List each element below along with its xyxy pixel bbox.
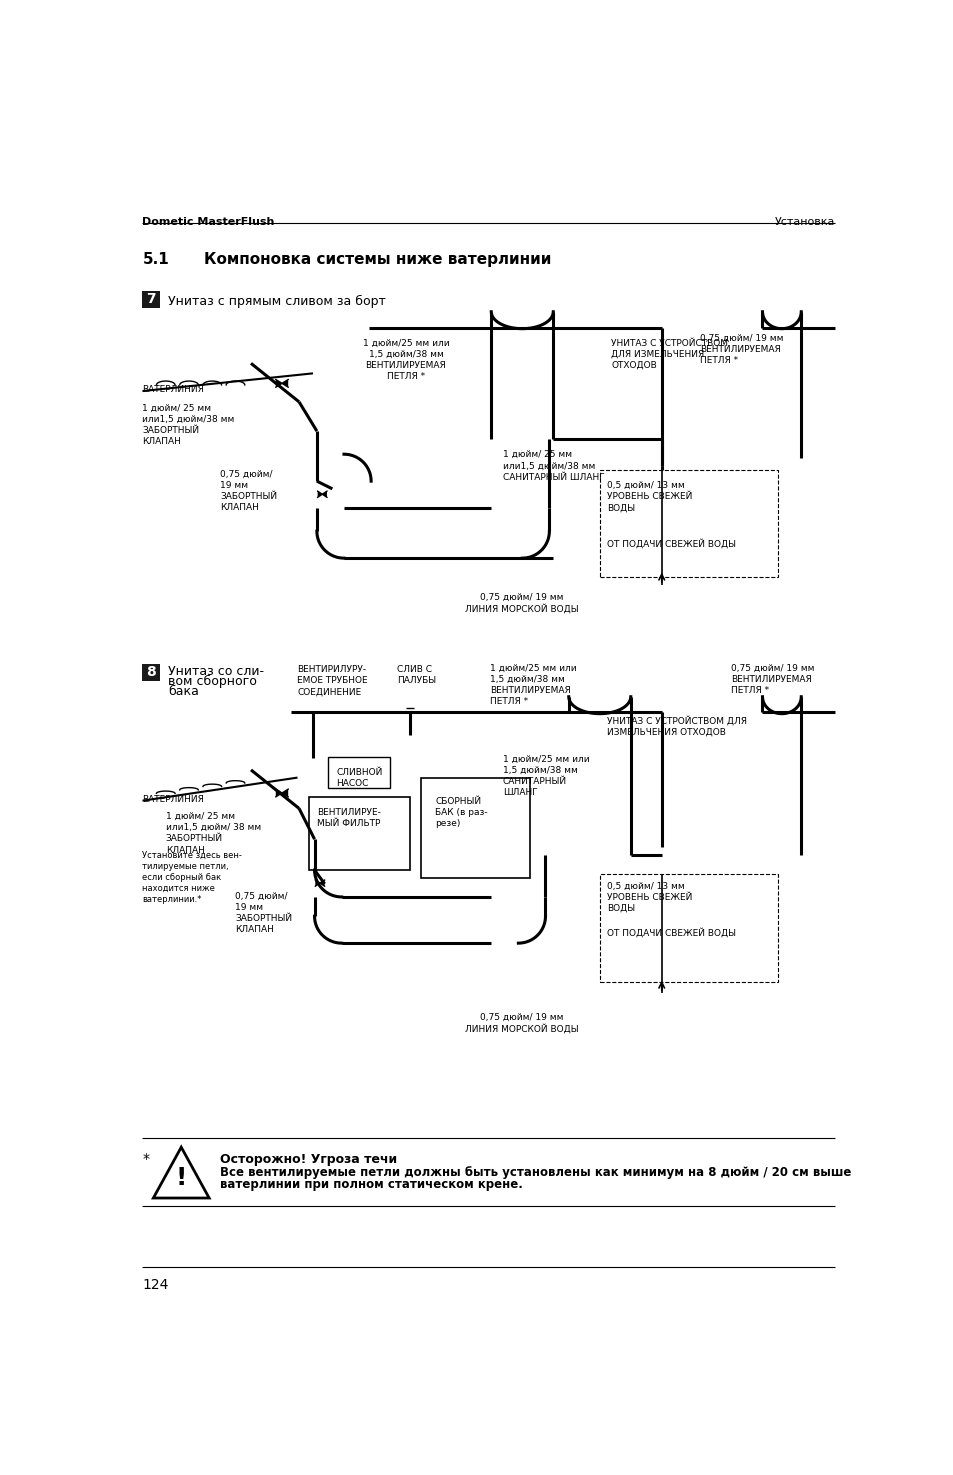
Polygon shape [282,789,288,796]
Text: Осторожно! Угроза течи: Осторожно! Угроза течи [220,1153,396,1167]
Text: СЛИВНОЙ
НАСОС: СЛИВНОЙ НАСОС [335,768,382,789]
Text: СЛИВ С
ПАЛУБЫ: СЛИВ С ПАЛУБЫ [396,665,436,686]
Text: Унитаз с прямым сливом за борт: Унитаз с прямым сливом за борт [168,295,386,308]
Text: УНИТАЗ С УСТРОЙСТВОМ ДЛЯ
ИЗМЕЛЬЧЕНИЯ ОТХОДОВ: УНИТАЗ С УСТРОЙСТВОМ ДЛЯ ИЗМЕЛЬЧЕНИЯ ОТХ… [607,715,747,738]
Polygon shape [322,491,327,497]
Text: Установка: Установка [774,217,835,227]
Polygon shape [153,1148,209,1198]
Bar [142,664,159,680]
Text: 7: 7 [146,292,155,307]
Text: 0,75 дюйм/
19 мм
ЗАБОРТНЫЙ
КЛАПАН: 0,75 дюйм/ 19 мм ЗАБОРТНЫЙ КЛАПАН [235,891,293,934]
Polygon shape [275,379,282,388]
Bar [599,873,778,982]
Text: 1 дюйм/25 мм или
1,5 дюйм/38 мм
ВЕНТИЛИРУЕМАЯ
ПЕТЛЯ *: 1 дюйм/25 мм или 1,5 дюйм/38 мм ВЕНТИЛИР… [362,339,449,381]
Bar [421,777,530,878]
Text: !: ! [175,1167,187,1190]
Text: 1 дюйм/ 25 мм
или1,5 дюйм/38 мм
САНИТАРНЫЙ ШЛАНГ: 1 дюйм/ 25 мм или1,5 дюйм/38 мм САНИТАРН… [502,450,604,481]
Text: 1 дюйм/25 мм или
1,5 дюйм/38 мм
ВЕНТИЛИРУЕМАЯ
ПЕТЛЯ *: 1 дюйм/25 мм или 1,5 дюйм/38 мм ВЕНТИЛИР… [489,664,576,707]
Text: Унитаз со сли-: Унитаз со сли- [168,665,264,678]
Text: *: * [142,1152,150,1165]
Text: вом сборного: вом сборного [168,676,256,689]
Text: 0,75 дюйм/ 19 мм
ВЕНТИЛИРУЕМАЯ
ПЕТЛЯ *: 0,75 дюйм/ 19 мм ВЕНТИЛИРУЕМАЯ ПЕТЛЯ * [700,333,783,366]
Text: 8: 8 [146,665,155,678]
Polygon shape [275,789,282,796]
Polygon shape [282,379,288,388]
Polygon shape [317,491,322,497]
Text: 0,5 дюйм/ 13 мм
УРОВЕНЬ СВЕЖЕЙ
ВОДЫ: 0,5 дюйм/ 13 мм УРОВЕНЬ СВЕЖЕЙ ВОДЫ [607,882,692,913]
Bar [599,469,778,577]
Text: ВЕНТИРИЛУРУ-
ЕМОЕ ТРУБНОЕ
СОЕДИНЕНИЕ: ВЕНТИРИЛУРУ- ЕМОЕ ТРУБНОЕ СОЕДИНЕНИЕ [297,665,368,696]
Text: ОТ ПОДАЧИ СВЕЖЕЙ ВОДЫ: ОТ ПОДАЧИ СВЕЖЕЙ ВОДЫ [607,928,736,938]
Polygon shape [319,881,324,886]
Text: 0,75 дюйм/ 19 мм
ВЕНТИЛИРУЕМАЯ
ПЕТЛЯ *: 0,75 дюйм/ 19 мм ВЕНТИЛИРУЕМАЯ ПЕТЛЯ * [731,664,814,695]
Text: ватерлинии при полном статическом крене.: ватерлинии при полном статическом крене. [220,1179,522,1190]
Text: 0,75 дюйм/
19 мм
ЗАБОРТНЫЙ
КЛАПАН: 0,75 дюйм/ 19 мм ЗАБОРТНЫЙ КЛАПАН [220,469,276,512]
Text: ОТ ПОДАЧИ СВЕЖЕЙ ВОДЫ: ОТ ПОДАЧИ СВЕЖЕЙ ВОДЫ [607,538,736,549]
Text: 1 дюйм/ 25 мм
или1,5 дюйм/ 38 мм
ЗАБОРТНЫЙ
КЛАПАН: 1 дюйм/ 25 мм или1,5 дюйм/ 38 мм ЗАБОРТН… [166,813,261,854]
Text: 1 дюйм/25 мм или
1,5 дюйм/38 мм
САНИТАРНЫЙ
ШЛАНГ: 1 дюйм/25 мм или 1,5 дюйм/38 мм САНИТАРН… [502,755,589,797]
Bar [328,757,390,788]
Text: СБОРНЫЙ
БАК (в раз-
резе): СБОРНЫЙ БАК (в раз- резе) [435,796,488,827]
Text: бака: бака [168,686,199,698]
Bar [142,291,159,308]
Text: УНИТАЗ С УСТРОЙСТВОМ
ДЛЯ ИЗМЕЛЬЧЕНИЯ
ОТХОДОВ: УНИТАЗ С УСТРОЙСТВОМ ДЛЯ ИЗМЕЛЬЧЕНИЯ ОТХ… [611,339,727,370]
Text: Все вентилируемые петли должны быть установлены как минимум на 8 дюйм / 20 см вы: Все вентилируемые петли должны быть уста… [220,1165,850,1179]
Text: 1 дюйм/ 25 мм
или1,5 дюйм/38 мм
ЗАБОРТНЫЙ
КЛАПАН: 1 дюйм/ 25 мм или1,5 дюйм/38 мм ЗАБОРТНЫ… [142,404,234,447]
Text: 124: 124 [142,1279,169,1292]
Text: Компоновка системы ниже ватерлинии: Компоновка системы ниже ватерлинии [204,252,551,267]
Text: 0,5 дюйм/ 13 мм
УРОВЕНЬ СВЕЖЕЙ
ВОДЫ: 0,5 дюйм/ 13 мм УРОВЕНЬ СВЕЖЕЙ ВОДЫ [607,481,692,512]
Text: 0,75 дюйм/ 19 мм
ЛИНИЯ МОРСКОЙ ВОДЫ: 0,75 дюйм/ 19 мм ЛИНИЯ МОРСКОЙ ВОДЫ [465,1012,578,1034]
Text: ВАТЕРЛИНИЯ: ВАТЕРЛИНИЯ [142,795,204,804]
Text: Установите здесь вен-
тилируемые петли,
если сборный бак
находится ниже
ватерлин: Установите здесь вен- тилируемые петли, … [142,851,242,904]
Text: ВЕНТИЛИРУЕ-
МЫЙ ФИЛЬТР: ВЕНТИЛИРУЕ- МЫЙ ФИЛЬТР [316,808,380,829]
Text: 0,75 дюйм/ 19 мм
ЛИНИЯ МОРСКОЙ ВОДЫ: 0,75 дюйм/ 19 мм ЛИНИЯ МОРСКОЙ ВОДЫ [465,593,578,614]
Text: ВАТЕРЛИНИЯ: ВАТЕРЛИНИЯ [142,385,204,394]
Bar [309,796,410,870]
Polygon shape [315,881,319,886]
Text: 5.1: 5.1 [142,252,169,267]
Text: Dometic MasterFlush: Dometic MasterFlush [142,217,274,227]
